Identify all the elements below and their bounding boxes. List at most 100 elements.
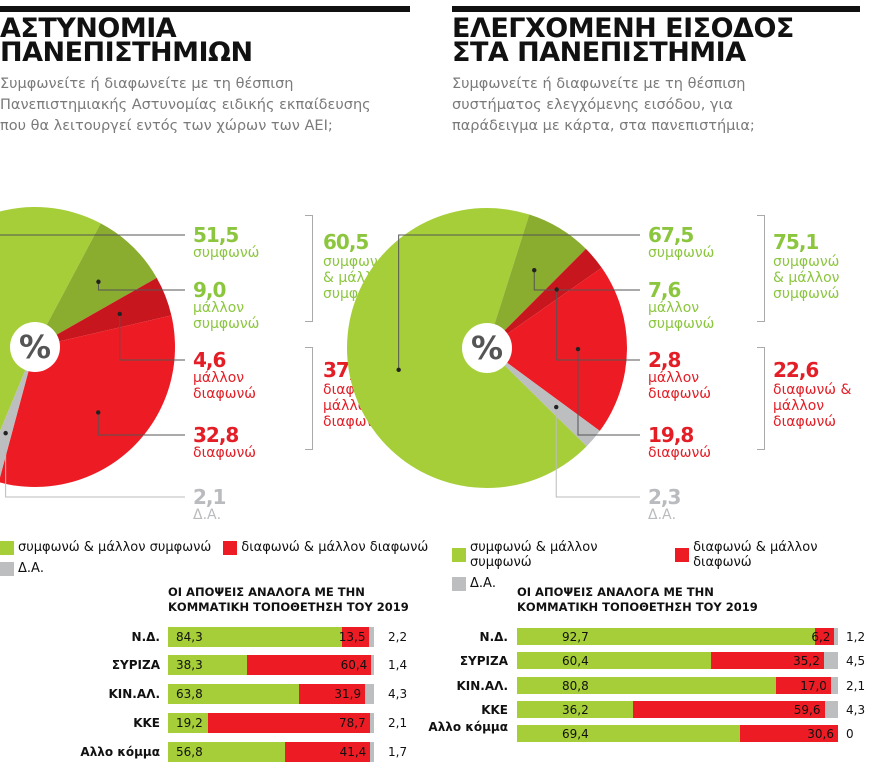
bar-value: 56,8 [176,745,203,759]
legend-row: συμφωνώ & μάλλον συμφωνώ διαφωνώ & μάλλον… [0,540,428,555]
bar-value: 35,2 [793,653,820,668]
group-total-value: 22,6 [773,358,819,382]
bar-segment-agree: 63,8 [168,684,300,704]
bar-chart-title: ΟΙ ΑΠΟΨΕΙΣ ΑΝΑΛΟΓΑ ΜΕ ΤΗΝ [168,585,365,599]
stacked-bar: 19,2 78,7 [168,713,374,733]
question-text: που θα λειτουργεί εντός των χώρων των ΑΕ… [0,118,333,134]
leader-line [5,433,185,498]
bar-segment-agree: 60,4 [517,652,711,669]
slice-label: διαφωνώ [648,445,712,461]
party-label: ΣΥΡΙΖΑ [111,658,160,672]
na-value: 4,3 [846,702,866,717]
legend-swatch [0,540,14,555]
legend-label: συμφωνώ & μάλλον συμφωνώ [18,540,212,555]
bar-value: 6,2 [811,629,831,644]
legend: συμφωνώ & μάλλον συμφωνώ διαφωνώ & μάλλον… [452,540,880,591]
group-total-label: συμφωνώ & μάλλον συμφωνώ [773,254,840,302]
leader-dot [532,268,537,273]
party-label: ΚΚΕ [481,702,508,717]
leader-line [577,349,640,436]
stacked-bar: 92,7 6,2 [517,628,839,645]
bar-chart-title: ΚΟΜΜΑΤΙΚΗ ΤΟΠΟΘΕΤΗΣΗ ΤΟΥ 2019 [517,600,758,614]
bar-value: 59,6 [793,702,821,717]
na-value: 4,3 [388,687,408,701]
leader-dot [554,287,559,292]
bar-value: 78,7 [338,716,366,730]
bar-value: 13,5 [338,630,366,644]
pie-slice [487,248,602,348]
bar-value: 92,7 [562,629,589,644]
slice-value: 2,8 [648,348,681,372]
bar-value: 38,3 [176,658,203,672]
slice-value: 2,3 [648,485,681,509]
slice-label: μάλλον διαφωνώ [648,370,712,402]
stacked-bar: 63,8 31,9 [168,684,374,704]
bar-segment-agree: 84,3 [168,627,342,647]
group-total-value: 60,5 [323,230,369,254]
leader-dot [554,404,559,410]
legend-swatch [452,548,466,562]
bar-segment-na [834,628,839,645]
bar-segment-na [365,684,374,704]
leader-dot [575,346,581,352]
question-text: Συμφωνείτε ή διαφωνείτε με τη θέσπιση [452,76,746,92]
slice-label: Δ.Α. [193,507,222,523]
slice-label: μάλλον συμφωνώ [648,300,715,332]
legend-swatch [675,548,690,562]
bar-segment-disagree: 78,7 [207,713,370,733]
bar-segment-na [370,742,374,762]
group-bracket [757,215,765,322]
slice-label: Δ.Α. [648,507,677,523]
top-rule [0,6,410,12]
question-text: Συμφωνείτε ή διαφωνείτε με τη θέσπιση [0,76,294,92]
bar-value: 41,4 [339,745,367,759]
bar-chart-title: ΚΟΜΜΑΤΙΚΗ ΤΟΠΟΘΕΤΗΣΗ ΤΟΥ 2019 [168,600,409,614]
bar-segment-disagree: 30,6 [739,725,838,742]
bar-chart-title: ΟΙ ΑΠΟΨΕΙΣ ΑΝΑΛΟΓΑ ΜΕ ΤΗΝ [517,585,714,599]
bar-segment-na [369,713,374,733]
panel-title: ΠΑΝΕΠΙΣΤΗΜΙΩΝ [0,37,253,68]
group-total-value: 75,1 [773,230,819,254]
stacked-bar: 60,4 35,2 [517,652,839,669]
slice-value: 4,6 [193,348,226,372]
slice-label: μάλλον συμφωνώ [193,300,260,332]
bar-value: 80,8 [562,678,589,693]
legend-swatch [223,540,238,555]
pie-slice [0,207,101,432]
na-value: 1,2 [846,629,866,644]
leader-dot [3,430,8,436]
bar-segment-agree: 80,8 [517,677,777,694]
slice-value: 2,1 [193,485,226,509]
top-rule [452,6,860,12]
party-label: Αλλο κόμμα [80,745,160,759]
na-value: 2,2 [388,630,408,644]
bar-segment-agree: 69,4 [517,725,740,742]
slice-value: 7,6 [648,278,681,302]
legend-label: διαφωνώ & μάλλον διαφωνώ [241,540,429,555]
percent-symbol: % [471,329,503,367]
stacked-bar: 56,8 41,4 [168,742,374,762]
stacked-bar: 38,3 60,4 [168,655,375,675]
bar-segment-na [830,677,838,694]
bar-segment-na [824,701,839,718]
bar-value: 69,4 [562,726,589,741]
pie-slice [35,223,157,347]
slice-label: συμφωνώ [193,245,260,261]
pie-slice [0,347,35,478]
group-bracket [757,347,765,450]
na-value: 1,7 [388,745,408,759]
stacked-bar: 69,4 30,6 [517,725,838,742]
leader-line [119,313,185,361]
leader-line [555,407,640,498]
leader-line [556,289,640,361]
legend-row: Δ.Α. [0,561,428,576]
slice-value: 32,8 [193,423,239,447]
stacked-bar: 80,8 17,0 [517,677,838,694]
party-label: Αλλο κόμμα [428,720,508,734]
panel-title: ΑΣΤΥΝΟΜΙΑ [0,13,177,44]
bar-segment-agree: 92,7 [517,628,815,645]
bar-segment-disagree: 13,5 [338,627,370,647]
leader-line [533,270,640,291]
